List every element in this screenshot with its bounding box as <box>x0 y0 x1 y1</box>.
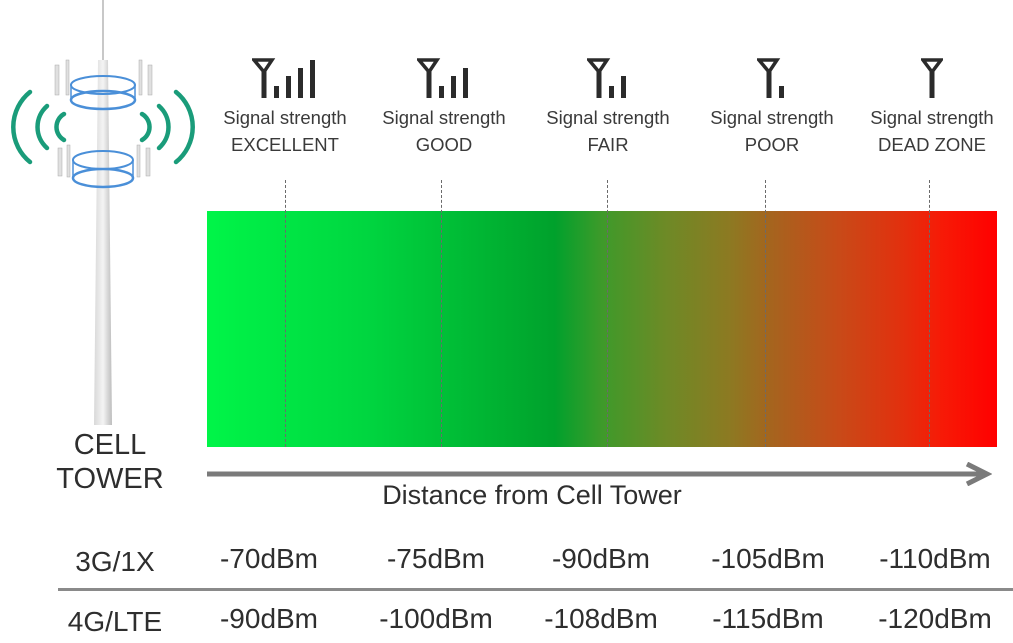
row-label-4g: 4G/LTE <box>67 606 163 637</box>
signal-level-good: Signal strength GOOD <box>359 52 529 158</box>
marker-dead-zone <box>929 180 930 447</box>
level-status: FAIR <box>587 134 629 155</box>
signal-no-bars-icon <box>847 52 1013 98</box>
cell-4g-poor: -115dBm <box>712 603 824 634</box>
marker-poor <box>765 180 766 447</box>
level-caption: Signal strength <box>546 107 670 128</box>
cell-4g-dead-zone: -120dBm <box>878 603 992 634</box>
level-status: DEAD ZONE <box>878 134 986 155</box>
distance-arrow-icon <box>207 461 993 487</box>
cell-tower-illustration <box>0 0 200 430</box>
cell-tower-label: CELL TOWER <box>40 428 180 496</box>
marker-good <box>441 180 442 447</box>
signal-1-bar-icon <box>687 52 857 98</box>
level-caption: Signal strength <box>710 107 834 128</box>
cell-3g-poor: -105dBm <box>711 543 825 574</box>
cell-tower-label-line1: CELL <box>73 429 147 461</box>
cell-4g-good: -100dBm <box>379 603 493 634</box>
signal-gradient-bar <box>207 211 997 447</box>
level-caption: Signal strength <box>870 107 994 128</box>
table-separator <box>58 588 1013 591</box>
marker-fair <box>607 180 608 447</box>
level-status: GOOD <box>415 134 473 155</box>
row-label-3g: 3G/1X <box>75 546 155 577</box>
level-status: EXCELLENT <box>231 134 339 155</box>
cell-3g-dead-zone: -110dBm <box>879 543 991 574</box>
level-status: POOR <box>744 134 800 155</box>
level-caption: Signal strength <box>223 107 347 128</box>
cell-3g-good: -75dBm <box>386 543 486 574</box>
cell-4g-excellent: -90dBm <box>219 603 319 634</box>
marker-excellent <box>285 180 286 447</box>
cell-3g-excellent: -70dBm <box>219 543 319 574</box>
signal-4-bars-icon <box>200 52 370 98</box>
cell-tower-label-line2: TOWER <box>56 463 164 495</box>
distance-axis-label: Distance from Cell Tower <box>382 480 682 510</box>
signal-level-dead-zone: Signal strength DEAD ZONE <box>847 52 1013 158</box>
signal-level-poor: Signal strength POOR <box>687 52 857 158</box>
cell-3g-fair: -90dBm <box>551 543 651 574</box>
signal-2-bars-icon <box>523 52 693 98</box>
cell-tower-icon <box>11 0 195 425</box>
signal-3-bars-icon <box>359 52 529 98</box>
signal-level-excellent: Signal strength EXCELLENT <box>200 52 370 158</box>
level-caption: Signal strength <box>382 107 506 128</box>
cell-4g-fair: -108dBm <box>544 603 658 634</box>
signal-level-fair: Signal strength FAIR <box>523 52 693 158</box>
